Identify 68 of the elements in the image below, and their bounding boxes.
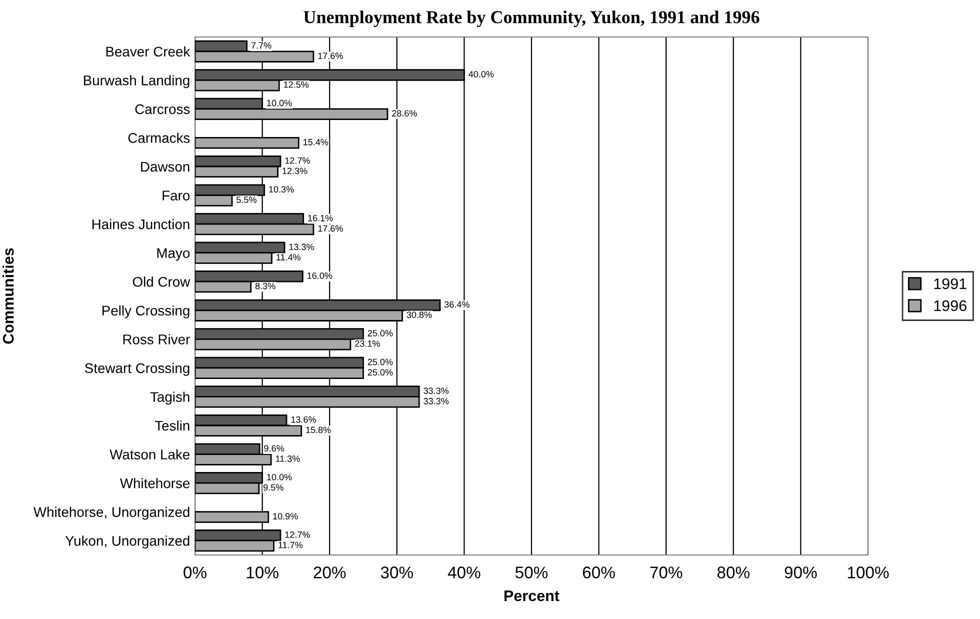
- y-tick-label: Beaver Creek: [106, 46, 190, 57]
- x-tick-label: 0%: [184, 566, 206, 578]
- y-tick-label: Pelly Crossing: [102, 305, 190, 318]
- chart-title: Unemployment Rate by Community, Yukon, 1991 and 1996: [304, 10, 760, 28]
- data-label: 10.3%: [269, 186, 294, 193]
- y-tick-label: Haines Junction: [92, 219, 190, 230]
- y-tick-label: Mayo: [157, 248, 190, 261]
- y-tick-label: Ross River: [123, 334, 190, 344]
- y-tick-label: Faro: [162, 190, 190, 200]
- data-label: 12.5%: [284, 81, 309, 88]
- data-label: 11.3%: [276, 455, 300, 462]
- data-label: 7.7%: [251, 42, 272, 49]
- y-tick-label: Stewart Crossing: [85, 362, 190, 376]
- data-label: 8.3%: [255, 282, 276, 290]
- data-label: 36.4%: [444, 301, 470, 308]
- x-tick-label: 40%: [448, 566, 480, 578]
- x-axis-title: Percent: [504, 590, 560, 602]
- data-label: 16.1%: [308, 214, 333, 222]
- y-tick-label: Carcross: [135, 104, 190, 114]
- data-label: 11.4%: [276, 254, 300, 260]
- data-label: 5.5%: [236, 196, 256, 203]
- y-axis-title: Communities: [2, 248, 14, 344]
- data-label: 30.8%: [406, 312, 432, 318]
- y-tick-label: Yukon, Unorganized: [65, 536, 190, 549]
- data-label: 10.0%: [267, 474, 292, 480]
- data-label: 9.5%: [264, 484, 284, 491]
- data-label: 28.6%: [392, 110, 417, 117]
- data-label: 40.0%: [468, 71, 494, 78]
- data-label: 10.9%: [273, 513, 298, 520]
- legend-label: 1996: [934, 300, 966, 312]
- data-label: 33.3%: [424, 388, 449, 394]
- data-label: 10.0%: [267, 100, 292, 106]
- data-label: 12.3%: [282, 168, 308, 174]
- data-label: 25.0%: [368, 358, 393, 366]
- data-label: 15.4%: [303, 138, 328, 146]
- data-label: 13.6%: [291, 416, 316, 423]
- x-tick-label: 30%: [380, 566, 413, 578]
- data-label: 17.6%: [318, 52, 343, 59]
- y-tick-label: Dawson: [141, 162, 190, 172]
- y-tick-label: Watson Lake: [110, 449, 190, 460]
- data-label: 12.7%: [285, 531, 310, 538]
- data-label: 17.6%: [318, 225, 343, 232]
- data-label: 25.0%: [368, 369, 393, 376]
- data-label: 9.6%: [264, 445, 284, 452]
- x-tick-label: 20%: [314, 566, 346, 578]
- x-tick-label: 90%: [784, 566, 817, 578]
- y-tick-label: Carmacks: [128, 132, 190, 143]
- data-label: 13.3%: [289, 244, 314, 250]
- data-label: 16.0%: [308, 272, 332, 279]
- y-tick-label: Whitehorse, Unorganized: [33, 506, 190, 520]
- x-tick-label: 60%: [582, 566, 615, 578]
- data-label: 11.7%: [278, 542, 303, 548]
- legend-label: 1991: [934, 278, 966, 290]
- x-tick-label: 70%: [650, 566, 682, 578]
- x-tick-label: 50%: [515, 566, 548, 578]
- data-label: 15.8%: [306, 426, 331, 434]
- data-label: 12.7%: [285, 157, 310, 164]
- data-label: 25.0%: [368, 330, 393, 336]
- y-tick-label: Whitehorse: [120, 478, 190, 488]
- y-tick-label: Tagish: [150, 392, 190, 405]
- x-tick-label: 10%: [246, 566, 278, 578]
- x-tick-label: 80%: [717, 566, 750, 578]
- y-tick-label: Old Crow: [132, 276, 190, 287]
- y-tick-label: Burwash Landing: [84, 75, 190, 88]
- y-tick-label: Teslin: [154, 420, 190, 431]
- data-label: 33.3%: [424, 398, 449, 404]
- data-label: 23.1%: [355, 340, 380, 347]
- x-tick-label: 100%: [848, 566, 889, 578]
